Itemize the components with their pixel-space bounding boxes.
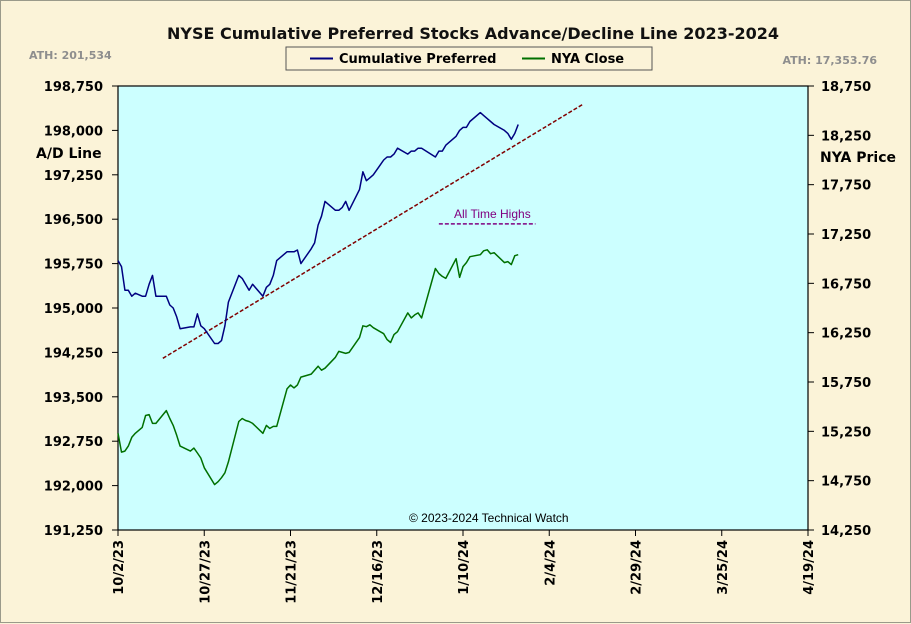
y-axis-right: 14,250 14,750 15,250 15,750 16,250 16,750 17,2… xyxy=(808,80,871,539)
all-time-highs-annotation: All Time Highs xyxy=(454,207,531,221)
chart-title: NYSE Cumulative Preferred Stocks Advance… xyxy=(167,24,779,43)
plot-area xyxy=(117,85,809,531)
y-right-tick-label: 14,750 xyxy=(821,475,871,490)
legend: Cumulative Preferred NYA Close xyxy=(285,46,653,71)
y-right-tick-label: 15,750 xyxy=(821,376,871,391)
series-lines xyxy=(117,111,519,486)
legend-label-nya-close: NYA Close xyxy=(551,52,624,67)
y-left-tick-label: 198,000 xyxy=(44,124,103,139)
y-left-tick-label: 194,250 xyxy=(44,346,103,361)
y-axis-left-label: A/D Line xyxy=(36,146,102,162)
y-left-tick-label: 195,750 xyxy=(44,258,103,273)
x-tick-label: 12/16/23 xyxy=(371,540,386,604)
y-axis-left: 191,250 192,000 192,750 193,500 194,250 195,0… xyxy=(44,80,118,539)
y-left-tick-label: 196,500 xyxy=(44,213,103,228)
x-tick-label: 11/21/23 xyxy=(285,540,300,604)
trendlines xyxy=(162,103,585,359)
y-left-tick-label: 197,250 xyxy=(44,169,103,184)
y-left-tick-label: 195,000 xyxy=(44,302,103,317)
y-right-tick-label: 16,250 xyxy=(821,327,871,342)
x-tick-label: 3/25/24 xyxy=(716,540,731,595)
x-tick-label: 4/19/24 xyxy=(802,540,817,595)
x-tick-label: 2/4/24 xyxy=(543,540,558,586)
y-left-tick-label: 198,750 xyxy=(44,80,103,95)
trendline-0 xyxy=(162,103,585,359)
series-line-nya-close xyxy=(117,249,519,486)
ath-left-label: ATH: 201,534 xyxy=(29,49,112,62)
y-left-tick-label: 191,250 xyxy=(44,524,103,539)
y-right-tick-label: 16,750 xyxy=(821,277,871,292)
x-tick-label: 10/27/23 xyxy=(198,540,213,604)
legend-label-cumulative-preferred: Cumulative Preferred xyxy=(339,52,497,67)
x-tick-label: 10/2/23 xyxy=(112,540,127,595)
x-axis: 10/2/23 10/27/23 11/21/23 12/16/23 1/10/24 2/… xyxy=(112,530,817,604)
y-right-tick-label: 17,750 xyxy=(821,179,871,194)
y-axis-right-label: NYA Price xyxy=(820,150,896,166)
y-right-tick-label: 17,250 xyxy=(821,228,871,243)
x-tick-label: 1/10/24 xyxy=(457,540,472,595)
y-left-tick-label: 193,500 xyxy=(44,391,103,406)
x-tick-label: 2/29/24 xyxy=(630,540,645,595)
y-left-tick-label: 192,000 xyxy=(44,480,103,495)
y-left-tick-label: 192,750 xyxy=(44,435,103,450)
y-right-tick-label: 14,250 xyxy=(821,524,871,539)
legend-box xyxy=(285,46,653,71)
y-right-tick-label: 18,750 xyxy=(821,80,871,95)
copyright-text: © 2023-2024 Technical Watch xyxy=(409,511,569,525)
y-right-tick-label: 15,250 xyxy=(821,425,871,440)
series-line-cumulative-preferred xyxy=(117,111,519,345)
y-right-tick-label: 18,250 xyxy=(821,129,871,144)
ath-right-label: ATH: 17,353.76 xyxy=(782,54,877,67)
